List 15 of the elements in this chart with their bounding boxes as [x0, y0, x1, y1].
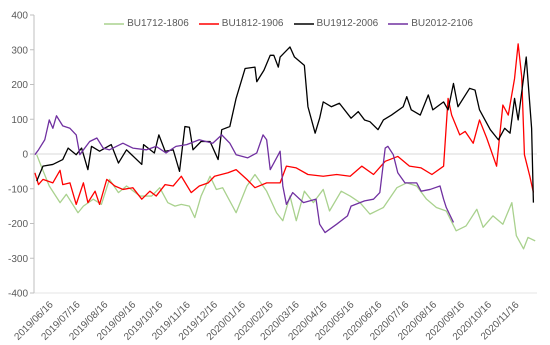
- legend-label: BU2012-2106: [411, 18, 473, 29]
- y-tick-label: -200: [8, 219, 28, 230]
- line-series: [36, 154, 536, 250]
- y-tick-label: 400: [11, 10, 28, 22]
- legend-label: BU1912-2006: [316, 18, 378, 29]
- y-tick-label: -100: [8, 184, 28, 196]
- y-tick-label: 300: [11, 45, 28, 56]
- y-tick-label: -300: [8, 254, 28, 265]
- y-tick-label: 0: [22, 150, 28, 161]
- y-tick-label: -400: [8, 288, 28, 300]
- line-series: [34, 115, 454, 234]
- legend-label: BU1712-1806: [127, 18, 189, 29]
- legend-label: BU1812-1906: [222, 18, 284, 29]
- y-tick-label: 100: [11, 114, 28, 126]
- y-tick-label: 200: [11, 80, 28, 92]
